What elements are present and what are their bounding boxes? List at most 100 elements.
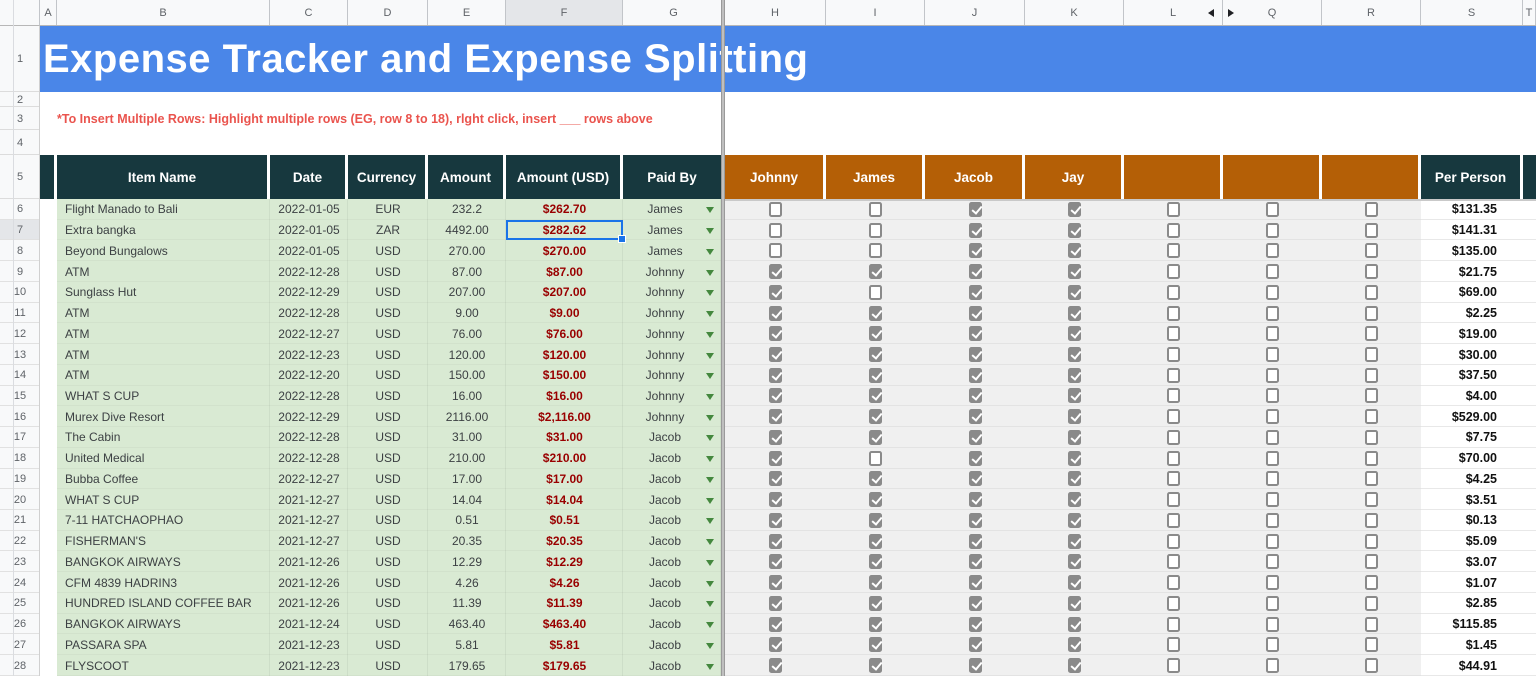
checkbox-cell-col-q[interactable] bbox=[1223, 323, 1322, 345]
checkbox-cell-jacob[interactable] bbox=[925, 468, 1025, 490]
checkbox-jay[interactable] bbox=[1068, 637, 1081, 653]
per-person-cell[interactable]: $1.45 bbox=[1421, 634, 1523, 656]
cell-t[interactable] bbox=[1523, 385, 1536, 407]
checkbox-jacob[interactable] bbox=[968, 658, 982, 674]
paid-by-cell[interactable]: Jacob bbox=[623, 572, 721, 593]
dropdown-arrow-icon[interactable] bbox=[706, 228, 714, 235]
checkbox-johnny[interactable] bbox=[769, 429, 782, 445]
checkbox-col-r[interactable] bbox=[1365, 326, 1378, 342]
checkbox-cell-jacob[interactable] bbox=[925, 219, 1025, 241]
row-number[interactable]: 8 bbox=[0, 240, 40, 262]
checkbox-cell-johnny[interactable] bbox=[725, 240, 826, 262]
col-header-H[interactable]: H bbox=[725, 0, 826, 25]
checkbox-james[interactable] bbox=[869, 305, 882, 321]
checkbox-cell-col-r[interactable] bbox=[1322, 427, 1421, 448]
checkbox-james[interactable] bbox=[869, 326, 882, 342]
cell-t[interactable] bbox=[1523, 510, 1536, 531]
col-header-I[interactable]: I bbox=[826, 0, 925, 25]
checkbox-jay[interactable] bbox=[1068, 264, 1081, 280]
checkbox-cell-james[interactable] bbox=[826, 551, 925, 573]
row-number[interactable]: 23 bbox=[0, 551, 40, 573]
cell-a[interactable] bbox=[40, 364, 57, 386]
cell-a[interactable] bbox=[40, 530, 57, 552]
per-person-cell[interactable]: $2.25 bbox=[1421, 302, 1523, 324]
dropdown-arrow-icon[interactable] bbox=[706, 311, 714, 318]
per-person-cell[interactable]: $70.00 bbox=[1421, 447, 1523, 469]
checkbox-johnny[interactable] bbox=[769, 305, 782, 321]
cell-t[interactable] bbox=[1523, 199, 1536, 220]
amount-cell[interactable]: 4.26 bbox=[428, 572, 506, 593]
checkbox-cell-col-q[interactable] bbox=[1223, 302, 1322, 324]
item-name-cell[interactable]: ATM bbox=[57, 323, 270, 345]
amount-cell[interactable]: 20.35 bbox=[428, 530, 506, 552]
row-header-2[interactable]: 2 bbox=[0, 92, 40, 107]
amount-cell[interactable]: 17.00 bbox=[428, 468, 506, 490]
date-cell[interactable]: 2021-12-27 bbox=[270, 489, 348, 511]
amount-cell[interactable]: 12.29 bbox=[428, 551, 506, 573]
checkbox-johnny[interactable] bbox=[769, 533, 782, 549]
date-cell[interactable]: 2022-12-28 bbox=[270, 385, 348, 407]
checkbox-jacob[interactable] bbox=[968, 264, 982, 280]
item-name-cell[interactable]: Bubba Coffee bbox=[57, 468, 270, 490]
item-name-cell[interactable]: United Medical bbox=[57, 447, 270, 469]
checkbox-cell-col-r[interactable] bbox=[1322, 261, 1421, 282]
item-name-cell[interactable]: The Cabin bbox=[57, 427, 270, 448]
cell-a[interactable] bbox=[40, 634, 57, 656]
row-header-3[interactable]: 3 bbox=[0, 107, 40, 130]
dropdown-arrow-icon[interactable] bbox=[706, 373, 714, 380]
checkbox-cell-jay[interactable] bbox=[1025, 240, 1124, 262]
checkbox-cell-col-q[interactable] bbox=[1223, 655, 1322, 676]
checkbox-jay[interactable] bbox=[1068, 471, 1081, 487]
date-cell[interactable]: 2021-12-26 bbox=[270, 572, 348, 593]
checkbox-cell-col-r[interactable] bbox=[1322, 364, 1421, 386]
checkbox-cell-col-q[interactable] bbox=[1223, 406, 1322, 428]
checkbox-col-q[interactable] bbox=[1266, 367, 1279, 383]
checkbox-col-l[interactable] bbox=[1167, 305, 1180, 321]
checkbox-jacob[interactable] bbox=[968, 222, 982, 238]
checkbox-cell-johnny[interactable] bbox=[725, 489, 826, 511]
checkbox-cell-col-l[interactable] bbox=[1124, 385, 1223, 407]
cell-t[interactable] bbox=[1523, 219, 1536, 241]
checkbox-cell-col-r[interactable] bbox=[1322, 302, 1421, 324]
currency-cell[interactable]: USD bbox=[348, 385, 428, 407]
cell-t[interactable] bbox=[1523, 447, 1536, 469]
amount-usd-cell[interactable]: $150.00 bbox=[506, 364, 623, 386]
checkbox-johnny[interactable] bbox=[769, 471, 782, 487]
checkbox-jacob[interactable] bbox=[968, 512, 982, 528]
checkbox-james[interactable] bbox=[869, 616, 882, 632]
checkbox-cell-johnny[interactable] bbox=[725, 406, 826, 428]
checkbox-cell-johnny[interactable] bbox=[725, 447, 826, 469]
amount-usd-cell[interactable]: $210.00 bbox=[506, 447, 623, 469]
col-header-S[interactable]: S bbox=[1421, 0, 1523, 25]
dropdown-arrow-icon[interactable] bbox=[706, 580, 714, 587]
checkbox-col-l[interactable] bbox=[1167, 492, 1180, 508]
checkbox-cell-col-q[interactable] bbox=[1223, 427, 1322, 448]
row-number[interactable]: 15 bbox=[0, 385, 40, 407]
checkbox-johnny[interactable] bbox=[769, 450, 782, 466]
checkbox-johnny[interactable] bbox=[769, 575, 782, 591]
cell-t[interactable] bbox=[1523, 427, 1536, 448]
paid-by-cell[interactable]: Johnny bbox=[623, 406, 721, 428]
per-person-cell[interactable]: $19.00 bbox=[1421, 323, 1523, 345]
checkbox-cell-james[interactable] bbox=[826, 261, 925, 282]
cell-a[interactable] bbox=[40, 385, 57, 407]
header-empty-r[interactable] bbox=[1322, 155, 1421, 199]
checkbox-cell-jay[interactable] bbox=[1025, 344, 1124, 365]
checkbox-col-r[interactable] bbox=[1365, 554, 1378, 570]
checkbox-cell-jay[interactable] bbox=[1025, 385, 1124, 407]
row-number[interactable]: 25 bbox=[0, 592, 40, 614]
dropdown-arrow-icon[interactable] bbox=[706, 248, 714, 255]
amount-usd-cell[interactable]: $17.00 bbox=[506, 468, 623, 490]
sheet-corner[interactable] bbox=[0, 0, 40, 26]
per-person-cell[interactable]: $44.91 bbox=[1421, 655, 1523, 676]
item-name-cell[interactable]: WHAT S CUP bbox=[57, 385, 270, 407]
paid-by-cell[interactable]: Jacob bbox=[623, 447, 721, 469]
row-number[interactable]: 27 bbox=[0, 634, 40, 656]
checkbox-cell-jacob[interactable] bbox=[925, 572, 1025, 593]
checkbox-cell-jacob[interactable] bbox=[925, 489, 1025, 511]
currency-cell[interactable]: ZAR bbox=[348, 219, 428, 241]
item-name-cell[interactable]: HUNDRED ISLAND COFFEE BAR bbox=[57, 592, 270, 614]
checkbox-col-l[interactable] bbox=[1167, 595, 1180, 611]
per-person-cell[interactable]: $4.00 bbox=[1421, 385, 1523, 407]
checkbox-cell-jacob[interactable] bbox=[925, 592, 1025, 614]
